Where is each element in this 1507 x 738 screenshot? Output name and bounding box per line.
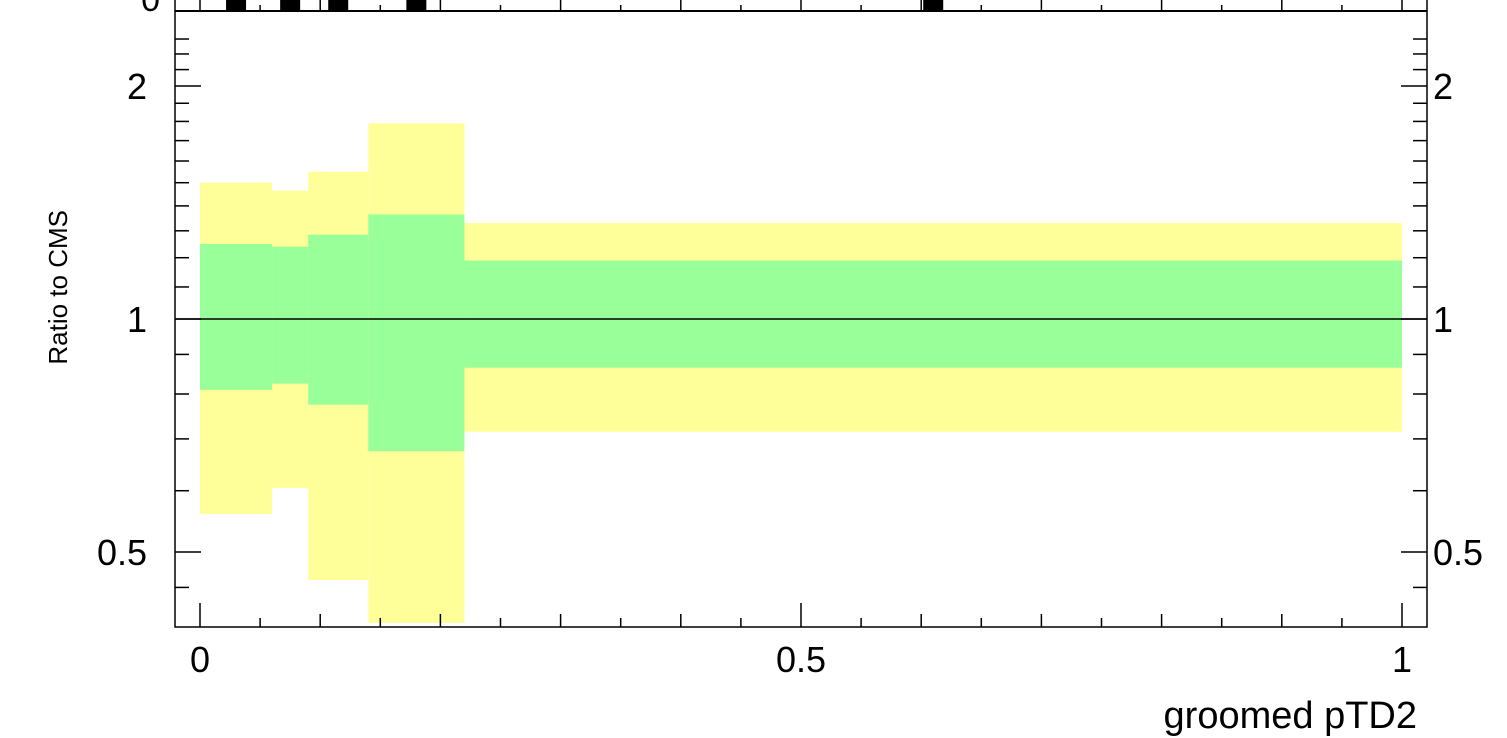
y-tick-label-right-0: 0.5 bbox=[1433, 532, 1483, 573]
inner-band-bin-1 bbox=[272, 246, 309, 384]
inner-band-bin-0 bbox=[200, 243, 273, 390]
top-panel-marker-3 bbox=[406, 0, 427, 11]
y-tick-label-right-1: 1 bbox=[1433, 299, 1453, 340]
top-panel-marker-0 bbox=[226, 0, 247, 11]
x-axis-label: groomed pTD2 bbox=[1164, 695, 1417, 737]
y-tick-label-2: 2 bbox=[127, 66, 147, 107]
axis-ticks bbox=[175, 38, 1427, 627]
x-tick-label-1: 0.5 bbox=[776, 639, 826, 680]
x-tick-label-2: 1 bbox=[1392, 639, 1412, 680]
y-axis-label: Ratio to CMS bbox=[43, 210, 73, 365]
tick-labels: 0.5 0.5 1 1 2 2 0 0.5 1 bbox=[97, 66, 1483, 680]
top-panel-marker-1 bbox=[280, 0, 301, 11]
top-panel-y-label: 0 bbox=[141, 0, 160, 19]
y-tick-label-0: 0.5 bbox=[97, 532, 147, 573]
top-panel-marker-2 bbox=[328, 0, 349, 11]
y-tick-label-right-2: 2 bbox=[1433, 66, 1453, 107]
inner-band-bin-3 bbox=[368, 214, 465, 452]
inner-band-bin-4 bbox=[464, 260, 1402, 368]
x-tick-label-0: 0 bbox=[190, 639, 210, 680]
top-panel-marker-4 bbox=[923, 0, 944, 11]
y-tick-label-1: 1 bbox=[127, 299, 147, 340]
